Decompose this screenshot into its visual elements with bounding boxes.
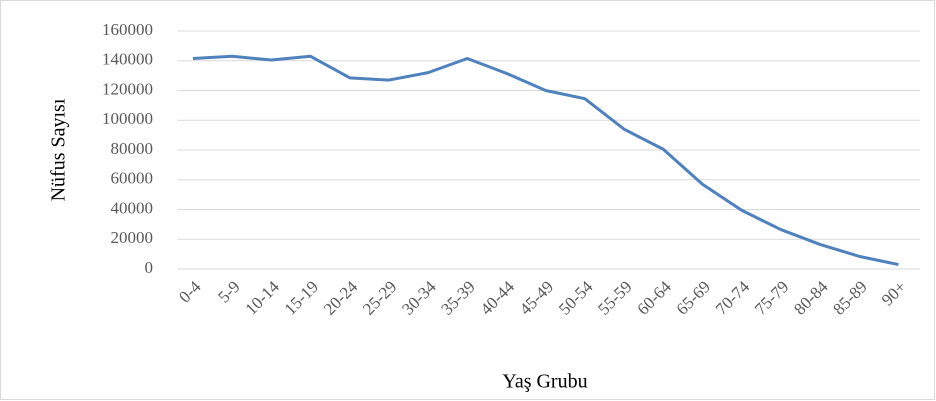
series-line [192,54,899,267]
y-tick-label: 160000 [102,20,153,39]
y-tick-label: 80000 [111,139,154,158]
y-tick-label: 100000 [102,109,153,128]
y-tick-label: 120000 [102,79,153,98]
y-axis-title: Nüfus Sayısı [48,98,70,201]
y-tick-label: 60000 [111,169,154,188]
y-tick-label: 140000 [102,50,153,69]
y-tick-label: 20000 [111,228,154,247]
y-tick-label: 0 [145,258,154,277]
x-axis-title: Yaş Grubu [502,371,587,393]
y-tick-label: 40000 [111,198,154,217]
